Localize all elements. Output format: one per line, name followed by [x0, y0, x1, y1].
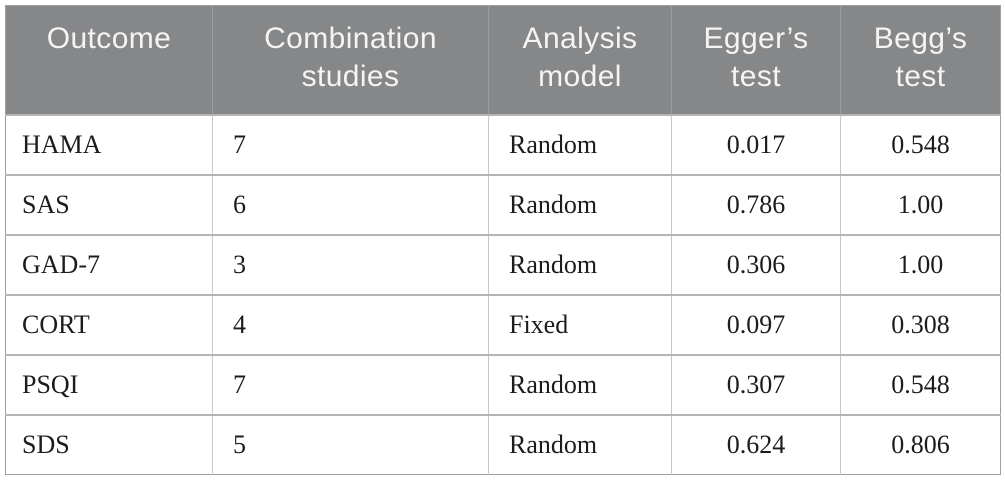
cell-combination-studies: 6 — [212, 173, 489, 235]
table-row-psqi: PSQI 7 Random 0.307 0.548 — [5, 353, 1001, 415]
cell-combination-studies: 5 — [212, 413, 489, 475]
cell-begg-s-test: 0.548 — [840, 113, 1001, 175]
cell-begg-s-test: 1.00 — [840, 173, 1001, 235]
table-row-sds: SDS 5 Random 0.624 0.806 — [5, 413, 1001, 475]
cell-analysis-model: Random — [488, 113, 672, 175]
table-row-cort: CORT 4 Fixed 0.097 0.308 — [5, 293, 1001, 355]
cell-outcome: PSQI — [5, 353, 213, 415]
cell-analysis-model: Random — [488, 413, 672, 475]
cell-egger-s-test: 0.306 — [671, 233, 841, 295]
column-header-analysis-model: Analysis model — [488, 5, 672, 115]
cell-begg-s-test: 0.308 — [840, 293, 1001, 355]
cell-begg-s-test: 0.806 — [840, 413, 1001, 475]
column-header-combination-studies: Combination studies — [212, 5, 489, 115]
cell-begg-s-test: 0.548 — [840, 353, 1001, 415]
cell-analysis-model: Random — [488, 233, 672, 295]
column-header-begg-s-test: Begg’s test — [840, 5, 1001, 115]
cell-outcome: SAS — [5, 173, 213, 235]
cell-combination-studies: 7 — [212, 113, 489, 175]
cell-outcome: CORT — [5, 293, 213, 355]
table-row-hama: HAMA 7 Random 0.017 0.548 — [5, 113, 1001, 175]
cell-egger-s-test: 0.307 — [671, 353, 841, 415]
header-row: Outcome Combination studies Analysis model… — [5, 5, 1001, 115]
cell-egger-s-test: 0.017 — [671, 113, 841, 175]
column-header-egger-s-test: Egger’s test — [671, 5, 841, 115]
cell-outcome: HAMA — [5, 113, 213, 175]
cell-combination-studies: 3 — [212, 233, 489, 295]
cell-analysis-model: Random — [488, 173, 672, 235]
publication-bias-table: Outcome Combination studies Analysis model… — [5, 5, 1001, 475]
cell-egger-s-test: 0.786 — [671, 173, 841, 235]
cell-analysis-model: Fixed — [488, 293, 672, 355]
table-row-sas: SAS 6 Random 0.786 1.00 — [5, 173, 1001, 235]
cell-egger-s-test: 0.624 — [671, 413, 841, 475]
table-row-gad-7: GAD-7 3 Random 0.306 1.00 — [5, 233, 1001, 295]
cell-outcome: SDS — [5, 413, 213, 475]
cell-combination-studies: 4 — [212, 293, 489, 355]
cell-egger-s-test: 0.097 — [671, 293, 841, 355]
cell-analysis-model: Random — [488, 353, 672, 415]
cell-combination-studies: 7 — [212, 353, 489, 415]
cell-outcome: GAD-7 — [5, 233, 213, 295]
cell-begg-s-test: 1.00 — [840, 233, 1001, 295]
column-header-outcome: Outcome — [5, 5, 213, 115]
